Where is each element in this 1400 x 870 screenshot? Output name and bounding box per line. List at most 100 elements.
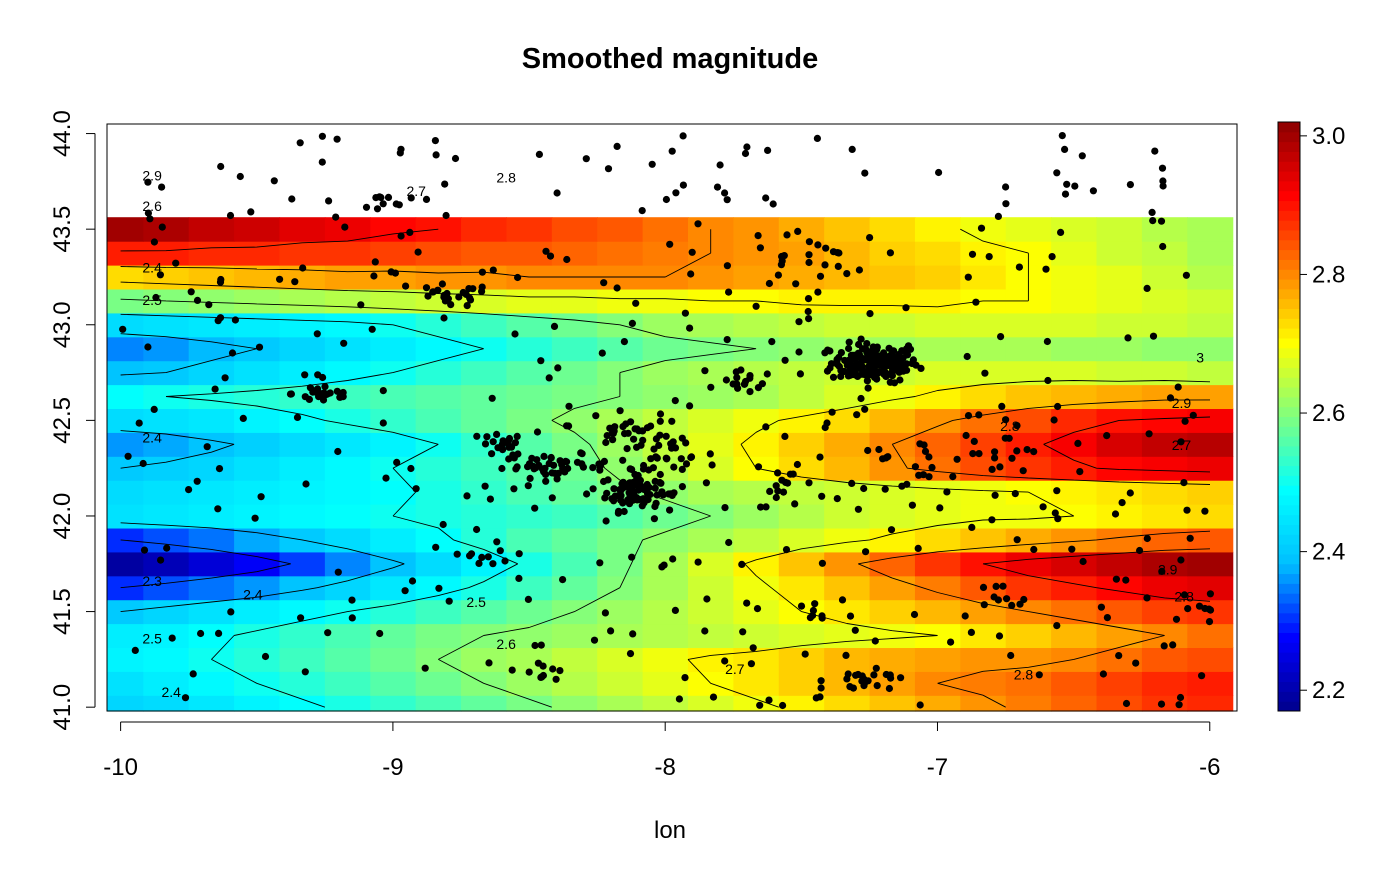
- heat-cell: [1187, 647, 1234, 672]
- colorbar-swatch: [1278, 171, 1300, 182]
- heat-cell: [824, 456, 871, 481]
- event-point: [734, 384, 742, 392]
- event-point: [478, 553, 486, 562]
- event-point: [533, 428, 542, 436]
- event-point: [1195, 602, 1204, 610]
- contour-label: 2.5: [142, 630, 162, 646]
- event-point: [393, 458, 401, 466]
- event-point: [624, 429, 632, 437]
- event-point: [402, 282, 410, 290]
- colorbar-tick-label: 3.0: [1312, 123, 1345, 150]
- event-point: [443, 289, 451, 298]
- event-point: [1175, 701, 1183, 709]
- event-point: [541, 464, 549, 472]
- event-point: [318, 132, 326, 140]
- heat-cell: [143, 551, 190, 577]
- heat-cell: [597, 527, 644, 553]
- event-point: [671, 397, 679, 405]
- chart-title: Smoothed magnitude: [522, 43, 818, 75]
- event-point: [623, 445, 631, 453]
- heat-cell: [370, 527, 417, 553]
- heat-cell: [506, 504, 553, 529]
- event-point: [747, 660, 756, 668]
- event-point: [559, 576, 567, 584]
- event-point: [902, 304, 910, 312]
- x-axis: -10 -9 -8 -7 -6: [103, 721, 1220, 781]
- heat-cell: [370, 480, 417, 505]
- heat-cell: [914, 551, 961, 577]
- event-point: [602, 438, 610, 447]
- heat-cell: [960, 504, 1007, 529]
- heat-cell: [107, 551, 144, 577]
- heat-cell: [688, 695, 734, 712]
- colorbar-frame: [1277, 121, 1301, 712]
- heat-cell: [188, 695, 235, 712]
- event-point: [640, 499, 648, 507]
- event-point: [652, 435, 661, 443]
- event-point: [1030, 448, 1038, 456]
- event-point: [548, 469, 556, 477]
- event-point: [764, 146, 772, 154]
- heat-cell: [642, 312, 689, 338]
- event-point: [688, 248, 696, 256]
- event-point: [524, 482, 532, 490]
- event-point: [496, 547, 504, 555]
- event-point: [795, 318, 803, 326]
- colorbar-swatch: [1278, 465, 1300, 476]
- heat-cell: [1096, 695, 1143, 712]
- event-point: [1132, 659, 1140, 667]
- event-point: [442, 211, 450, 220]
- event-point: [296, 139, 304, 147]
- event-point: [488, 394, 496, 402]
- heat-cell: [188, 551, 235, 577]
- heat-cell: [415, 312, 462, 338]
- event-point: [757, 503, 765, 511]
- event-point: [988, 465, 996, 473]
- heat-cell: [914, 480, 961, 505]
- heat-cell: [188, 432, 235, 457]
- event-point: [1115, 652, 1123, 660]
- event-point: [589, 485, 597, 493]
- heat-cell: [688, 312, 734, 338]
- event-point: [646, 491, 654, 499]
- event-point: [762, 423, 770, 431]
- event-point: [908, 501, 917, 509]
- event-point: [1151, 147, 1159, 155]
- event-point: [501, 557, 509, 565]
- contour-label: 2.9: [1172, 395, 1192, 411]
- event-point: [678, 465, 686, 473]
- colorbar-swatch: [1278, 445, 1300, 457]
- heat-cell: [551, 336, 598, 362]
- event-point: [407, 194, 415, 202]
- heat-cell: [688, 456, 734, 481]
- event-point: [221, 374, 229, 382]
- colorbar-swatch: [1278, 210, 1300, 221]
- heat-cell: [1096, 599, 1143, 625]
- heat-cell: [869, 217, 916, 242]
- event-point: [546, 252, 555, 260]
- colorbar-swatch: [1278, 239, 1300, 251]
- heat-cell: [1005, 623, 1052, 649]
- event-point: [1143, 284, 1151, 292]
- heat-cell: [143, 575, 190, 601]
- event-point: [620, 338, 629, 346]
- event-point: [616, 407, 624, 415]
- heat-cell: [597, 671, 644, 696]
- event-point: [743, 599, 751, 607]
- heat-cell: [778, 456, 825, 481]
- event-point: [866, 310, 874, 318]
- event-point: [896, 376, 904, 384]
- colorbar-swatch: [1278, 131, 1300, 143]
- event-point: [804, 307, 812, 316]
- event-point: [723, 262, 732, 270]
- heat-cell: [551, 623, 598, 649]
- heat-cell: [415, 695, 462, 712]
- event-point: [600, 477, 608, 486]
- event-point: [537, 357, 545, 365]
- event-point: [1002, 200, 1010, 208]
- event-point: [838, 596, 847, 604]
- event-point: [814, 288, 822, 296]
- event-point: [473, 432, 481, 440]
- event-point: [669, 438, 677, 446]
- event-point: [894, 362, 903, 370]
